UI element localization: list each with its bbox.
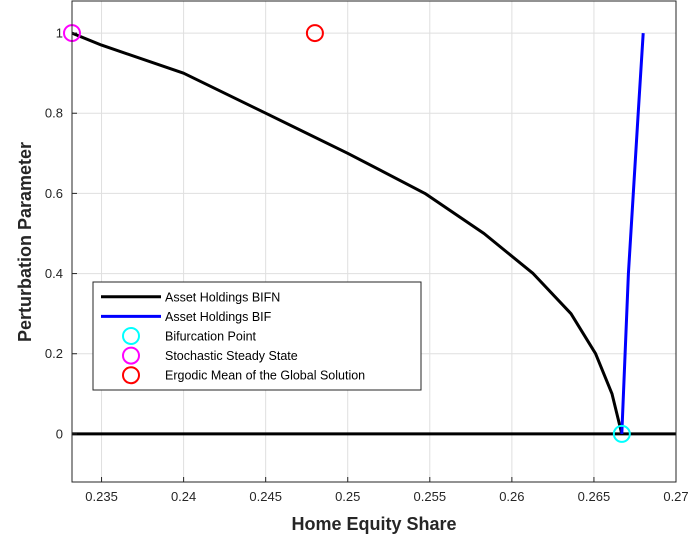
legend: Asset Holdings BIFN Asset Holdings BIF Bif…: [92, 281, 422, 391]
legend-label: Ergodic Mean of the Global Solution: [165, 369, 365, 383]
y-tick-label: 0.6: [45, 186, 63, 201]
legend-label: Asset Holdings BIF: [165, 310, 272, 324]
grid: [72, 1, 677, 482]
y-axis-title: Perturbation Parameter: [15, 142, 35, 342]
series-line: [620, 33, 645, 434]
x-tick-label: 0.25: [335, 489, 360, 504]
x-tick-label: 0.26: [499, 489, 524, 504]
y-tick-label: 1: [56, 26, 63, 41]
x-tick-label: 0.24: [171, 489, 196, 504]
series-marker: [305, 24, 324, 43]
legend-swatch: [122, 346, 140, 365]
x-tick-label: 0.265: [578, 489, 611, 504]
legend-swatch: [122, 327, 140, 345]
x-tick-label: 0.235: [85, 489, 118, 504]
x-tick-label: 0.27: [663, 489, 688, 504]
series-layer: [63, 24, 676, 443]
y-tick-label: 0.8: [45, 106, 63, 121]
x-tick-label: 0.245: [249, 489, 282, 504]
plot-frame: [71, 0, 677, 483]
y-tick-label: 0.4: [45, 266, 63, 281]
legend-label: Bifurcation Point: [165, 330, 257, 344]
series-marker: [612, 424, 631, 443]
legend-swatch: [122, 366, 140, 385]
y-tick-label: 0: [56, 426, 63, 441]
ticks: 0.235 0.24 0.245 0.25 0.255 0.26 0.265 0.27 0 0.2…: [45, 26, 688, 504]
legend-label: Stochastic Steady State: [165, 349, 298, 363]
legend-label: Asset Holdings BIFN: [165, 290, 280, 304]
legend-box: [92, 281, 422, 391]
y-tick-label: 0.2: [45, 346, 63, 361]
series-line: [71, 31, 624, 435]
x-tick-label: 0.255: [414, 489, 447, 504]
plot-area: [72, 1, 676, 482]
x-axis-title: Home Equity Share: [291, 514, 456, 534]
